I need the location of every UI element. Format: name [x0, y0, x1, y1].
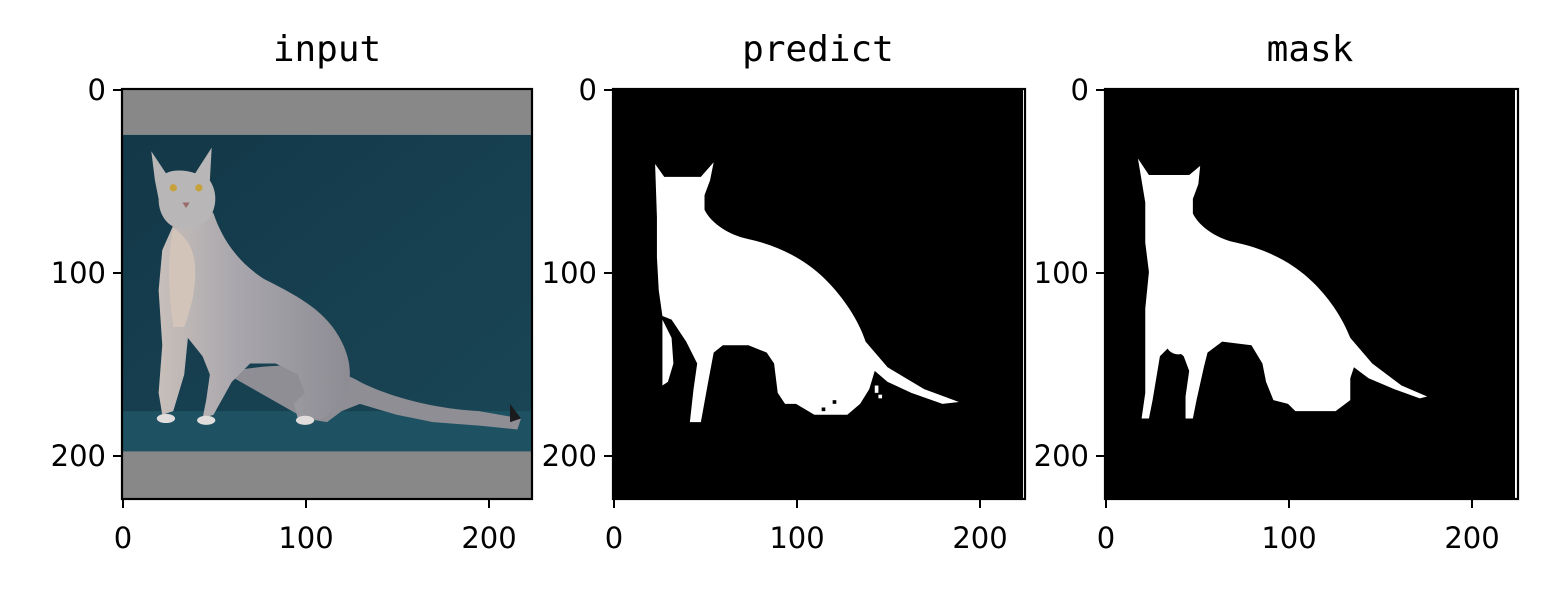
- panel-input: input: [51, 29, 534, 555]
- padding-bottom: [122, 451, 533, 500]
- y-tick-label-input-200: 200: [51, 439, 106, 473]
- y-tick-label-input-0: 0: [88, 73, 106, 107]
- panel-title-mask: mask: [1267, 29, 1354, 70]
- y-ticks-predict: [604, 89, 613, 457]
- image-input: [122, 89, 533, 500]
- image-mask: [1105, 89, 1516, 500]
- y-ticks-mask: [1096, 89, 1105, 457]
- y-tick-label-mask-100: 100: [1034, 256, 1089, 290]
- panel-title-predict: predict: [742, 29, 894, 70]
- y-tick-label-mask-0: 0: [1071, 73, 1089, 107]
- x-tick-label-mask-200: 200: [1444, 521, 1499, 555]
- axes-frame-mask: [1103, 87, 1520, 501]
- x-tick-label-input-0: 0: [114, 521, 132, 555]
- panel-predict: predict 0 100 200 0 100 200: [542, 29, 1027, 555]
- x-tick-label-predict-100: 100: [769, 521, 824, 555]
- panel-mask: mask 0 100 200 0 100 200: [1034, 29, 1520, 555]
- x-tick-label-predict-200: 200: [952, 521, 1007, 555]
- axes-frame-input: [120, 87, 534, 501]
- y-tick-label-mask-200: 200: [1034, 439, 1089, 473]
- x-tick-label-input-100: 100: [278, 521, 333, 555]
- x-tick-label-input-200: 200: [461, 521, 516, 555]
- x-ticks-input: [122, 499, 490, 508]
- x-tick-label-mask-100: 100: [1261, 521, 1316, 555]
- y-tick-label-input-100: 100: [51, 256, 106, 290]
- panel-title-input: input: [273, 29, 381, 70]
- y-tick-label-predict-200: 200: [542, 439, 597, 473]
- axes-frame-predict: [611, 87, 1027, 501]
- y-ticks-input: [113, 89, 122, 457]
- y-tick-label-predict-0: 0: [579, 73, 597, 107]
- image-predict: [613, 89, 1024, 500]
- x-ticks-mask: [1105, 499, 1473, 508]
- padding-top: [122, 89, 533, 135]
- cat-photo: [151, 147, 522, 430]
- x-tick-label-predict-0: 0: [605, 521, 623, 555]
- x-tick-label-mask-0: 0: [1097, 521, 1115, 555]
- x-ticks-predict: [613, 499, 981, 508]
- y-tick-label-predict-100: 100: [542, 256, 597, 290]
